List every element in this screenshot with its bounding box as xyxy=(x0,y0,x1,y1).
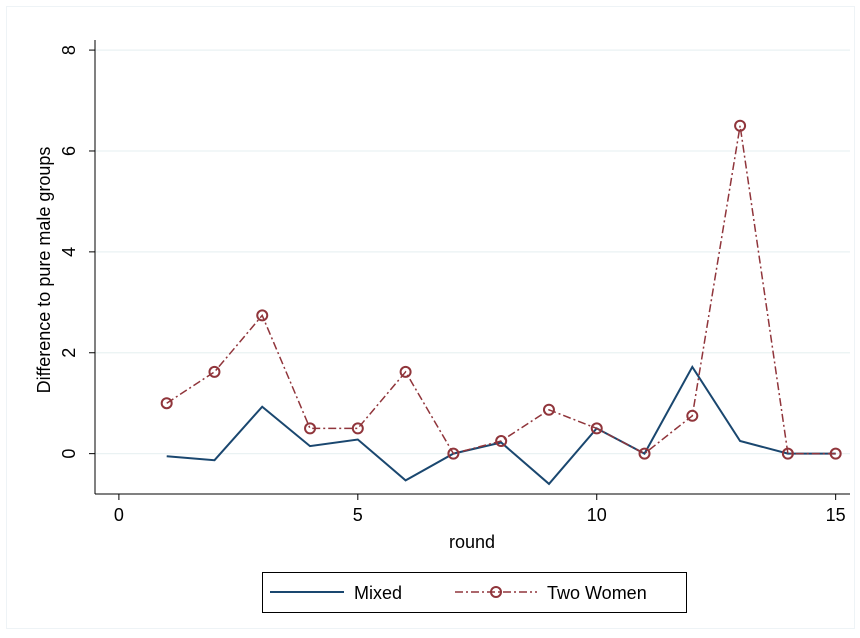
data-point-two-women xyxy=(399,365,412,378)
legend-label-mixed: Mixed xyxy=(354,583,402,603)
data-point-two-women xyxy=(351,422,364,435)
ticks: 0 2 4 6 8 0 5 10 15 xyxy=(59,45,846,525)
y-tick-label: 0 xyxy=(59,449,79,459)
axes xyxy=(94,40,850,495)
legend: Mixed Two Women xyxy=(262,572,687,613)
data-point-two-women xyxy=(304,422,317,435)
y-tick-label: 6 xyxy=(59,146,79,156)
series-line-two-women xyxy=(166,125,836,455)
y-tick-label: 2 xyxy=(59,348,79,358)
series-line-mixed xyxy=(166,364,836,486)
x-axis-label: round xyxy=(449,532,495,552)
data-point-two-women xyxy=(160,397,173,410)
x-tick-label: 5 xyxy=(353,505,363,525)
data-point-two-women xyxy=(542,403,555,416)
gridlines xyxy=(95,49,850,455)
data-point-two-women xyxy=(590,422,603,435)
data-point-two-women xyxy=(829,447,842,460)
outer-frame xyxy=(6,6,855,629)
x-tick-label: 15 xyxy=(826,505,846,525)
series xyxy=(160,119,842,486)
legend-label-two-women: Two Women xyxy=(547,583,647,603)
x-tick-label: 0 xyxy=(114,505,124,525)
data-point-two-women xyxy=(208,365,221,378)
data-point-two-women xyxy=(447,447,460,460)
y-tick-label: 8 xyxy=(59,45,79,55)
y-tick-label: 4 xyxy=(59,247,79,257)
data-point-two-women xyxy=(781,447,794,460)
data-point-two-women xyxy=(638,447,651,460)
data-point-two-women xyxy=(495,435,508,448)
x-tick-label: 10 xyxy=(587,505,607,525)
data-point-two-women xyxy=(256,309,269,322)
data-point-two-women xyxy=(734,119,747,132)
data-point-two-women xyxy=(686,409,699,422)
y-axis-label: Difference to pure male groups xyxy=(34,147,54,394)
legend-marker-two-women xyxy=(490,586,502,598)
